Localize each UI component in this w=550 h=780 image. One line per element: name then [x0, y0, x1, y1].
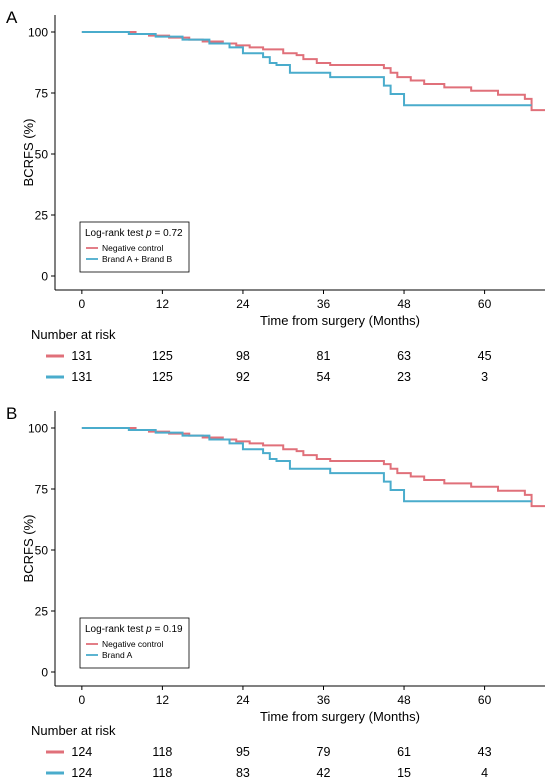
- x-tick-label: 36: [317, 297, 331, 311]
- x-tick-label: 12: [156, 297, 170, 311]
- y-tick-label: 50: [35, 544, 49, 558]
- legend-title: Log-rank test p = 0.72: [85, 228, 183, 239]
- km-curve-control: [81, 31, 545, 112]
- legend-box: [79, 221, 190, 273]
- risk-count: 54: [317, 370, 331, 384]
- risk-count: 118: [152, 766, 172, 780]
- risk-count: 3: [481, 370, 488, 384]
- panel-b: B 0 25 50 75 100 0 12 24 36 48 60 BCRFS (%) Time from…: [6, 404, 545, 780]
- y-tick-label: 0: [41, 270, 48, 284]
- x-tick-label: 48: [397, 693, 411, 707]
- km-curve-treatment: [81, 427, 532, 503]
- legend-box: [79, 617, 190, 669]
- risk-count: 92: [236, 370, 250, 384]
- risk-table-title: Number at risk: [31, 723, 116, 738]
- y-tick-label: 100: [28, 422, 48, 436]
- x-tick-label: 0: [79, 693, 86, 707]
- y-tick-label: 25: [35, 209, 49, 223]
- y-tick-label: 0: [41, 666, 48, 680]
- risk-count: 131: [71, 370, 92, 384]
- y-tick-label: 75: [35, 483, 49, 497]
- legend-entry: Brand A + Brand B: [102, 254, 173, 264]
- km-curve-control: [81, 427, 545, 508]
- y-axis-label: BCRFS (%): [21, 515, 36, 583]
- risk-count: 61: [397, 745, 411, 759]
- risk-count: 63: [397, 349, 411, 363]
- panel-a: A 0 25 50 75 100 0 12 24 36 48 60 BCRFS (%) Time from…: [6, 8, 545, 384]
- risk-count: 42: [317, 766, 331, 780]
- risk-count: 125: [152, 349, 173, 363]
- risk-count: 45: [478, 349, 492, 363]
- risk-count: 124: [71, 745, 92, 759]
- y-axis-label: BCRFS (%): [21, 119, 36, 187]
- risk-count: 118: [152, 745, 172, 759]
- legend-entry: Negative control: [102, 639, 164, 649]
- risk-count: 15: [397, 766, 411, 780]
- y-tick-label: 25: [35, 605, 49, 619]
- risk-count: 83: [236, 766, 250, 780]
- x-tick-label: 24: [236, 693, 250, 707]
- risk-count: 43: [478, 745, 492, 759]
- y-tick-label: 100: [28, 26, 48, 40]
- risk-count: 124: [71, 766, 92, 780]
- x-tick-label: 60: [478, 693, 492, 707]
- x-tick-label: 24: [236, 297, 250, 311]
- x-axis-label: Time from surgery (Months): [260, 313, 420, 328]
- risk-count: 4: [481, 766, 488, 780]
- legend-title: Log-rank test p = 0.19: [85, 624, 183, 635]
- y-tick-label: 75: [35, 87, 49, 101]
- risk-count: 81: [317, 349, 331, 363]
- y-tick-label: 50: [35, 148, 49, 162]
- risk-count: 98: [236, 349, 250, 363]
- legend-entry: Brand A: [102, 650, 133, 660]
- km-curve-treatment: [81, 31, 532, 107]
- panel-label: A: [6, 8, 18, 27]
- panel-label: B: [6, 404, 17, 423]
- x-tick-label: 0: [79, 297, 86, 311]
- x-tick-label: 12: [156, 693, 170, 707]
- risk-count: 79: [317, 745, 331, 759]
- risk-table-title: Number at risk: [31, 327, 116, 342]
- x-tick-label: 48: [397, 297, 411, 311]
- x-tick-label: 60: [478, 297, 492, 311]
- risk-count: 95: [236, 745, 250, 759]
- risk-count: 125: [152, 370, 173, 384]
- risk-count: 23: [397, 370, 411, 384]
- legend-entry: Negative control: [102, 243, 164, 253]
- x-axis-label: Time from surgery (Months): [260, 709, 420, 724]
- x-tick-label: 36: [317, 693, 331, 707]
- risk-count: 131: [71, 349, 92, 363]
